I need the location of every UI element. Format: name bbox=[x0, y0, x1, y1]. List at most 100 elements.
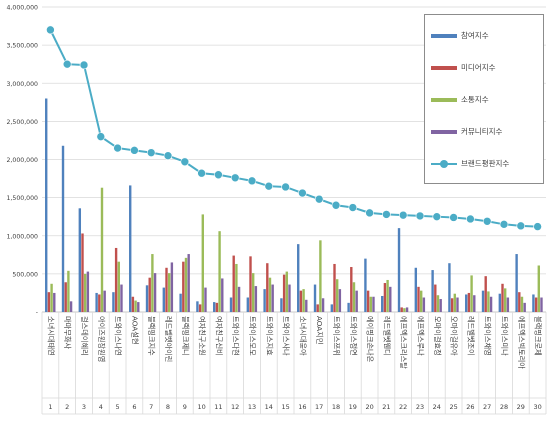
bar-2-2 bbox=[64, 282, 67, 312]
bar-1-24 bbox=[431, 270, 434, 312]
line-point-13 bbox=[247, 176, 257, 186]
bar-1-9 bbox=[179, 293, 182, 312]
legend-swatch-media bbox=[431, 66, 457, 70]
line-point-22 bbox=[398, 210, 408, 220]
bar-1-16 bbox=[297, 244, 300, 312]
bar-2-5 bbox=[114, 247, 118, 312]
bar-2-15 bbox=[282, 274, 286, 312]
category-label: 여자친구소원 bbox=[198, 316, 207, 356]
bar-2-6 bbox=[131, 296, 135, 312]
category-index: 30 bbox=[533, 403, 541, 411]
category-index: 29 bbox=[517, 403, 525, 411]
category-index: 24 bbox=[433, 403, 441, 411]
bar-4-4 bbox=[103, 290, 106, 312]
category-index: 20 bbox=[365, 403, 373, 411]
line-point-26 bbox=[466, 214, 475, 224]
line-point-30 bbox=[533, 222, 542, 231]
category-index: 17 bbox=[315, 403, 323, 411]
y-tick-label: 4,000,000 bbox=[7, 5, 39, 12]
category-index: 16 bbox=[298, 403, 306, 411]
bar-3-27 bbox=[487, 291, 490, 312]
bar-2-14 bbox=[266, 263, 269, 312]
category-label: 소녀시대윤아 bbox=[298, 316, 307, 356]
category-label: 블랙핑크로제 bbox=[534, 316, 543, 356]
category-label: 에이핑크손나은 bbox=[366, 316, 375, 363]
category-label: 트와이스사나 bbox=[282, 316, 291, 356]
bar-4-11 bbox=[221, 278, 224, 312]
line-point-17 bbox=[314, 194, 324, 204]
bar-2-17 bbox=[316, 304, 319, 312]
category-label: 에프엑스루나 bbox=[416, 316, 425, 356]
line-point-3 bbox=[79, 60, 89, 70]
category-index: 13 bbox=[248, 403, 256, 411]
bar-3-8 bbox=[168, 273, 171, 312]
line-point-18 bbox=[331, 200, 341, 210]
bar-3-24 bbox=[436, 295, 440, 312]
y-tick-label: 500,000 bbox=[12, 271, 38, 278]
category-label: 에프엑스크리스탈 bbox=[399, 316, 408, 369]
bar-1-15 bbox=[280, 298, 283, 312]
bar-1-7 bbox=[145, 285, 149, 312]
category-index: 10 bbox=[197, 403, 205, 411]
line-point-14 bbox=[264, 181, 274, 191]
category-index: 2 bbox=[65, 403, 69, 411]
category-index: 11 bbox=[214, 403, 222, 411]
category-index: 4 bbox=[99, 403, 103, 411]
bar-4-25 bbox=[456, 297, 459, 312]
category-index: 27 bbox=[483, 403, 491, 411]
bar-1-18 bbox=[330, 304, 334, 312]
bar-3-6 bbox=[134, 300, 137, 312]
category-index: 5 bbox=[116, 403, 120, 411]
category-label: 트와이스채영 bbox=[483, 316, 492, 356]
legend-item-brand-reputation: 브랜드평판지수 bbox=[431, 157, 541, 171]
bar-4-29 bbox=[523, 302, 526, 312]
category-index: 14 bbox=[265, 403, 273, 411]
category-label: 레드벨벳조이 bbox=[466, 316, 475, 356]
bar-2-10 bbox=[198, 304, 202, 312]
category-index: 19 bbox=[349, 403, 357, 411]
bar-4-19 bbox=[355, 290, 358, 312]
legend-swatch-community bbox=[431, 130, 457, 134]
line-point-5 bbox=[113, 143, 122, 153]
bar-2-22 bbox=[400, 307, 403, 312]
bar-3-2 bbox=[67, 270, 70, 312]
bar-1-21 bbox=[381, 295, 384, 312]
bar-2-4 bbox=[98, 294, 101, 312]
bar-4-6 bbox=[137, 302, 140, 312]
bar-4-17 bbox=[321, 298, 325, 312]
category-label: 여자친구신비 bbox=[214, 316, 223, 356]
bar-1-23 bbox=[414, 267, 418, 312]
bar-4-14 bbox=[271, 284, 274, 312]
bar-3-25 bbox=[453, 293, 456, 312]
bar-3-30 bbox=[537, 265, 540, 312]
bar-4-28 bbox=[506, 297, 510, 312]
bar-1-11 bbox=[213, 302, 216, 312]
category-label: 에프엑스빅토리아 bbox=[517, 316, 526, 369]
bar-3-5 bbox=[117, 261, 120, 312]
bar-1-12 bbox=[229, 297, 233, 312]
line-point-20 bbox=[365, 208, 374, 218]
bar-4-16 bbox=[305, 299, 308, 312]
bar-2-23 bbox=[417, 286, 420, 312]
bar-3-28 bbox=[504, 288, 507, 312]
category-index: 18 bbox=[332, 403, 340, 411]
bar-4-21 bbox=[389, 286, 392, 312]
line-point-21 bbox=[382, 210, 391, 219]
line-point-29 bbox=[516, 221, 526, 231]
bar-2-29 bbox=[518, 292, 521, 312]
bar-3-14 bbox=[268, 277, 272, 312]
bar-1-29 bbox=[515, 254, 518, 312]
legend-item-community: 커뮤니티지수 bbox=[431, 125, 541, 139]
category-index: 26 bbox=[466, 403, 474, 411]
bar-3-26 bbox=[470, 275, 473, 312]
bar-3-17 bbox=[319, 240, 322, 312]
line-point-23 bbox=[415, 211, 425, 221]
category-label: 트와이스다현 bbox=[231, 316, 240, 356]
category-label: 오마이걸효정 bbox=[433, 316, 442, 356]
category-index: 28 bbox=[500, 403, 508, 411]
line-point-15 bbox=[281, 182, 290, 192]
y-tick-label: 2,500,000 bbox=[7, 119, 39, 126]
category-label: 트와이스나연 bbox=[114, 316, 123, 356]
bar-3-20 bbox=[369, 296, 372, 312]
